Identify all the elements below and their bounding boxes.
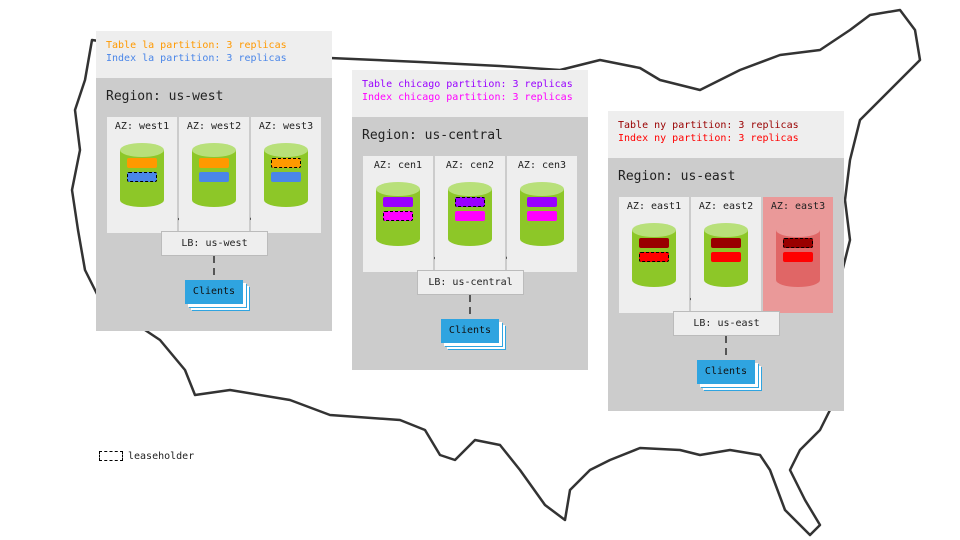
availability-zone: AZ: cen1 <box>363 156 434 272</box>
table-replica <box>383 197 413 207</box>
az-label: AZ: cen3 <box>517 160 567 171</box>
partition-line: Table ny partition: 3 replicas <box>618 120 799 131</box>
availability-zone: AZ: cen3 <box>507 156 578 272</box>
database-node-icon <box>520 182 564 246</box>
az-label: AZ: cen1 <box>373 160 423 171</box>
availability-zone: AZ: west3 <box>251 117 322 233</box>
az-row: AZ: east1 AZ: east2 AZ: east3 <box>619 197 834 313</box>
region-panel-us-west: Table la partition: 3 replicas Index la p… <box>96 31 332 331</box>
database-node-icon <box>704 223 748 287</box>
table-replica <box>639 238 669 248</box>
az-row: AZ: west1 AZ: west2 AZ: west3 <box>107 117 322 233</box>
az-label: AZ: east3 <box>770 201 826 212</box>
load-balancer: LB: us-west <box>161 231 268 256</box>
database-node-icon <box>776 223 820 287</box>
partition-line: Index chicago partition: 3 replicas <box>362 92 573 103</box>
database-node-icon <box>264 143 308 207</box>
clients-stack: Clients <box>441 319 499 343</box>
availability-zone: AZ: west2 <box>179 117 250 233</box>
partition-line: Table chicago partition: 3 replicas <box>362 79 573 90</box>
index-replica <box>271 172 301 182</box>
az-label: AZ: west2 <box>186 121 242 132</box>
index-replica <box>383 211 413 221</box>
index-replica <box>783 252 813 262</box>
region-title: Region: us-east <box>618 169 736 184</box>
table-replica <box>455 197 485 207</box>
az-label: AZ: east1 <box>626 201 682 212</box>
table-replica <box>127 158 157 168</box>
table-replica <box>527 197 557 207</box>
table-replica <box>199 158 229 168</box>
clients-stack: Clients <box>697 360 755 384</box>
load-balancer: LB: us-central <box>417 270 524 295</box>
availability-zone: AZ: east1 <box>619 197 690 313</box>
database-node-icon <box>192 143 236 207</box>
availability-zone: AZ: cen2 <box>435 156 506 272</box>
clients-stack: Clients <box>185 280 243 304</box>
index-replica <box>527 211 557 221</box>
az-label: AZ: cen2 <box>445 160 495 171</box>
load-balancer: LB: us-east <box>673 311 780 336</box>
table-replica <box>711 238 741 248</box>
leaseholder-swatch <box>99 451 123 461</box>
index-replica <box>711 252 741 262</box>
partition-line: Table la partition: 3 replicas <box>106 40 287 51</box>
az-label: AZ: west3 <box>258 121 314 132</box>
table-replica <box>271 158 301 168</box>
partition-header: Table chicago partition: 3 replicas Index… <box>352 70 588 117</box>
index-replica <box>199 172 229 182</box>
az-row: AZ: cen1 AZ: cen2 AZ: cen3 <box>363 156 578 272</box>
table-replica <box>783 238 813 248</box>
index-replica <box>127 172 157 182</box>
availability-zone: AZ: west1 <box>107 117 178 233</box>
legend-label: leaseholder <box>128 451 195 462</box>
partition-header: Table la partition: 3 replicas Index la p… <box>96 31 332 78</box>
partition-header: Table ny partition: 3 replicas Index ny p… <box>608 111 844 158</box>
az-label: AZ: east2 <box>698 201 754 212</box>
partition-line: Index ny partition: 3 replicas <box>618 133 799 144</box>
region-panel-us-central: Table chicago partition: 3 replicas Index… <box>352 70 588 370</box>
database-node-icon <box>376 182 420 246</box>
database-node-icon <box>448 182 492 246</box>
region-title: Region: us-west <box>106 89 224 104</box>
region-title: Region: us-central <box>362 128 503 143</box>
index-replica <box>639 252 669 262</box>
region-panel-us-east: Table ny partition: 3 replicas Index ny p… <box>608 111 844 411</box>
availability-zone: AZ: east2 <box>691 197 762 313</box>
database-node-icon <box>120 143 164 207</box>
partition-line: Index la partition: 3 replicas <box>106 53 287 64</box>
az-label: AZ: west1 <box>114 121 170 132</box>
database-node-icon <box>632 223 676 287</box>
availability-zone: AZ: east3 <box>763 197 834 313</box>
legend: leaseholder <box>99 451 194 462</box>
index-replica <box>455 211 485 221</box>
